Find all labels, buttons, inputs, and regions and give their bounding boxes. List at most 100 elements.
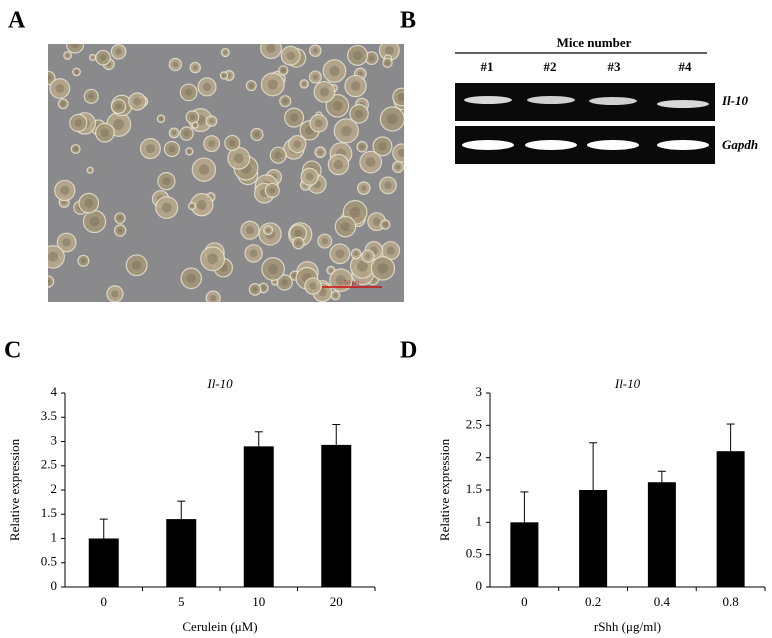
cell-core [397,93,404,101]
x-axis-label: Cerulein (μM) [182,619,257,634]
cell-core [354,109,364,118]
cell-core [208,140,216,148]
cell-core [385,60,390,65]
cell-core [349,207,361,218]
cell-core [88,93,95,100]
cell-core [365,253,371,259]
cell-core [269,187,276,194]
cell-core [65,53,70,58]
cell-core [162,177,171,186]
cell-core [80,258,86,264]
cell-core [353,51,362,60]
cell-core [289,113,299,122]
panel-label: D [400,338,417,364]
cell-core [198,164,210,175]
cell-core [268,263,279,275]
cell-core [266,44,276,53]
scale-bar-label: 50 μm [344,280,360,286]
cell-core [267,79,278,90]
cell-core [252,286,258,292]
cell [65,44,85,54]
x-axis-label: rShh (μg/ml) [594,619,661,634]
y-tick-label: 1 [51,529,58,544]
cell-core [55,84,65,93]
y-axis-label: Relative expression [437,438,452,541]
cell-core [295,240,301,246]
cell-core [350,81,361,91]
cell-core [207,253,218,265]
cell-core [71,44,79,49]
x-tick-label: 0 [521,594,528,609]
error-bar [254,431,263,447]
cell [48,275,55,288]
cell-core [286,51,295,60]
cell-core [61,199,67,205]
y-tick-label: 2 [476,449,483,464]
bar [166,519,197,587]
lane-label: #3 [608,59,622,74]
panel-label: B [400,8,416,34]
chart-title: Il-10 [614,376,641,391]
x-tick-label: 0 [101,594,108,609]
cell-core [74,70,79,74]
bar [716,451,745,587]
y-tick-label: 0 [51,578,58,593]
cell-core [319,87,330,97]
cell-core [132,260,142,270]
band [464,96,512,104]
cell-core [117,215,123,221]
cell-core [233,153,244,164]
y-tick-label: 2.5 [466,416,482,431]
cell-core [228,139,236,147]
y-tick-label: 0 [476,578,483,593]
cell-core [274,151,282,159]
cell-core [161,202,172,213]
cell-core [183,130,190,137]
cell-core [249,249,258,258]
cell-core [168,145,176,153]
cell-core [117,227,123,234]
x-tick-label: 10 [252,594,265,609]
error-bar [589,442,598,490]
cell-core [372,217,381,226]
cell-core [89,216,100,227]
error-bar [520,491,529,523]
y-tick-label: 3 [476,384,483,399]
cell-core [186,273,196,283]
panel-label: A [8,8,26,34]
cell-core [99,54,107,61]
bands [462,96,709,150]
cell-core [368,55,375,61]
cell-core [314,119,323,128]
x-tick-label: 20 [330,594,343,609]
cell-core [202,82,212,91]
cell-core [359,144,365,150]
y-tick-label: 1 [476,513,483,528]
cell-core [145,144,155,154]
cell-core [115,48,122,55]
cell-core [309,282,317,290]
cell-core [357,260,368,272]
cell-core [305,172,314,181]
cell-core [340,222,350,232]
band [657,140,709,150]
cell-core [395,164,401,170]
cell-core [384,46,394,55]
chart-title: Il-10 [206,376,233,391]
cell-core [193,123,197,127]
cell-core [73,146,78,151]
cell-core [333,293,338,298]
cell-core [365,157,376,167]
bar [579,490,608,587]
gel-header: Mice number [557,35,632,50]
cell-core [335,249,345,259]
y-tick-label: 4 [51,384,58,399]
x-tick-label: 0.8 [723,594,739,609]
bar [88,538,119,587]
cell-core [386,246,395,255]
error-bar [99,518,108,539]
cell-core [222,73,226,78]
error-bar [657,470,666,483]
cell-core [100,128,109,137]
